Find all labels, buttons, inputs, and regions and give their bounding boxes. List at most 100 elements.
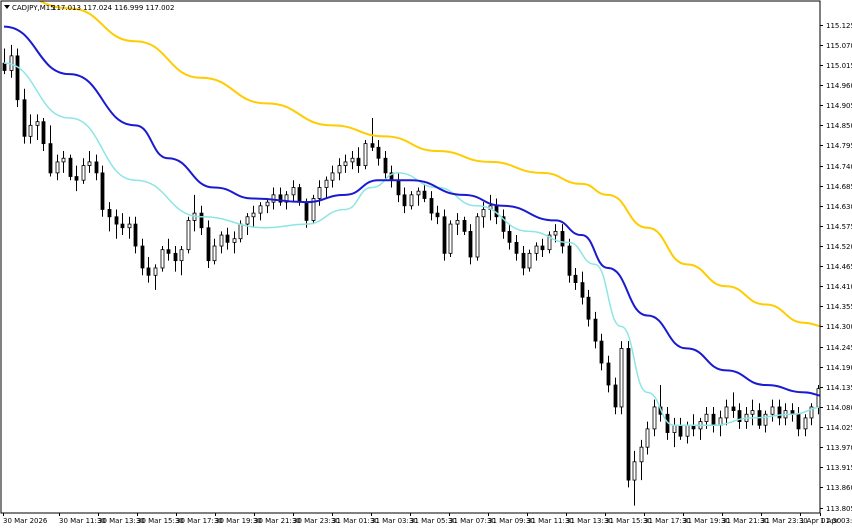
dropdown-triangle-icon[interactable] bbox=[4, 5, 10, 9]
candle[interactable] bbox=[409, 191, 414, 210]
candle[interactable] bbox=[179, 246, 184, 276]
candle[interactable] bbox=[652, 399, 657, 437]
candle[interactable] bbox=[278, 187, 283, 206]
candle[interactable] bbox=[68, 154, 73, 181]
candle[interactable] bbox=[613, 377, 618, 415]
candle[interactable] bbox=[639, 439, 644, 481]
candle[interactable] bbox=[540, 238, 545, 257]
candle[interactable] bbox=[55, 154, 60, 181]
candle[interactable] bbox=[599, 333, 604, 371]
candle[interactable] bbox=[311, 194, 316, 225]
candle[interactable] bbox=[74, 165, 79, 192]
candle[interactable] bbox=[422, 183, 427, 203]
candle[interactable] bbox=[87, 150, 92, 173]
candle[interactable] bbox=[337, 158, 342, 181]
candle[interactable] bbox=[219, 231, 224, 254]
candle[interactable] bbox=[258, 202, 263, 221]
candle[interactable] bbox=[770, 399, 775, 422]
candle[interactable] bbox=[186, 216, 191, 254]
candle[interactable] bbox=[146, 257, 151, 283]
candle[interactable] bbox=[291, 180, 296, 203]
candle[interactable] bbox=[442, 209, 447, 261]
candle[interactable] bbox=[212, 238, 217, 265]
candle[interactable] bbox=[534, 242, 539, 261]
candle[interactable] bbox=[619, 341, 624, 415]
candle[interactable] bbox=[140, 238, 145, 276]
candle[interactable] bbox=[606, 355, 611, 393]
candle[interactable] bbox=[724, 399, 729, 426]
candle[interactable] bbox=[100, 165, 105, 217]
candle[interactable] bbox=[455, 213, 460, 236]
candle[interactable] bbox=[593, 311, 598, 349]
candle[interactable] bbox=[527, 249, 532, 272]
candle[interactable] bbox=[567, 238, 572, 283]
candle[interactable] bbox=[475, 213, 480, 261]
candle[interactable] bbox=[448, 220, 453, 257]
candle[interactable] bbox=[166, 238, 171, 261]
candle[interactable] bbox=[376, 139, 381, 166]
candle[interactable] bbox=[232, 231, 237, 254]
candle[interactable] bbox=[22, 88, 27, 144]
candle[interactable] bbox=[324, 176, 329, 199]
candle[interactable] bbox=[94, 154, 99, 181]
candle[interactable] bbox=[81, 158, 86, 184]
candle[interactable] bbox=[750, 399, 755, 426]
candle[interactable] bbox=[580, 271, 585, 305]
candle[interactable] bbox=[153, 264, 158, 290]
candle[interactable] bbox=[15, 48, 20, 108]
candle[interactable] bbox=[731, 392, 736, 418]
candle[interactable] bbox=[225, 227, 230, 250]
candle[interactable] bbox=[160, 246, 165, 272]
candle[interactable] bbox=[41, 118, 46, 151]
candle[interactable] bbox=[429, 191, 434, 221]
candle[interactable] bbox=[547, 231, 552, 254]
candle[interactable] bbox=[107, 202, 112, 232]
candle[interactable] bbox=[553, 224, 558, 243]
candle[interactable] bbox=[356, 147, 361, 173]
candle[interactable] bbox=[48, 125, 53, 177]
candle[interactable] bbox=[28, 114, 33, 144]
candle[interactable] bbox=[435, 205, 440, 225]
candle[interactable] bbox=[133, 216, 138, 254]
candle[interactable] bbox=[803, 414, 808, 437]
candle[interactable] bbox=[586, 289, 591, 327]
candle[interactable] bbox=[416, 187, 421, 206]
candle[interactable] bbox=[350, 150, 355, 170]
candle[interactable] bbox=[632, 450, 637, 506]
candle[interactable] bbox=[317, 180, 322, 206]
candle[interactable] bbox=[521, 246, 526, 276]
candle[interactable] bbox=[809, 403, 814, 426]
candle[interactable] bbox=[777, 399, 782, 426]
candle[interactable] bbox=[645, 421, 650, 455]
candle[interactable] bbox=[173, 246, 178, 272]
candle[interactable] bbox=[114, 209, 119, 239]
candle[interactable] bbox=[245, 213, 250, 236]
candle[interactable] bbox=[199, 205, 204, 236]
candle-body-bull bbox=[632, 461, 637, 481]
candle[interactable] bbox=[265, 198, 270, 214]
candle[interactable] bbox=[120, 213, 125, 236]
candle[interactable] bbox=[61, 150, 66, 173]
candle[interactable] bbox=[514, 235, 519, 261]
candle[interactable] bbox=[206, 220, 211, 268]
candle[interactable] bbox=[402, 187, 407, 214]
candle[interactable] bbox=[343, 154, 348, 173]
candle[interactable] bbox=[737, 403, 742, 429]
candle[interactable] bbox=[251, 205, 256, 228]
candle[interactable] bbox=[330, 165, 335, 188]
candle[interactable] bbox=[35, 114, 40, 140]
candle[interactable] bbox=[507, 224, 512, 250]
candle[interactable] bbox=[560, 224, 565, 254]
candle[interactable] bbox=[501, 209, 506, 239]
candle[interactable] bbox=[573, 267, 578, 290]
candle[interactable] bbox=[363, 139, 368, 170]
candle[interactable] bbox=[468, 224, 473, 265]
candle[interactable] bbox=[626, 341, 631, 488]
candle[interactable] bbox=[763, 410, 768, 433]
candle[interactable] bbox=[462, 216, 467, 236]
candle[interactable] bbox=[383, 150, 388, 181]
price-axis[interactable]: 115.125 115.070 115.015 114.960 114.905 114.8… bbox=[820, 22, 852, 513]
candle[interactable] bbox=[127, 216, 132, 239]
